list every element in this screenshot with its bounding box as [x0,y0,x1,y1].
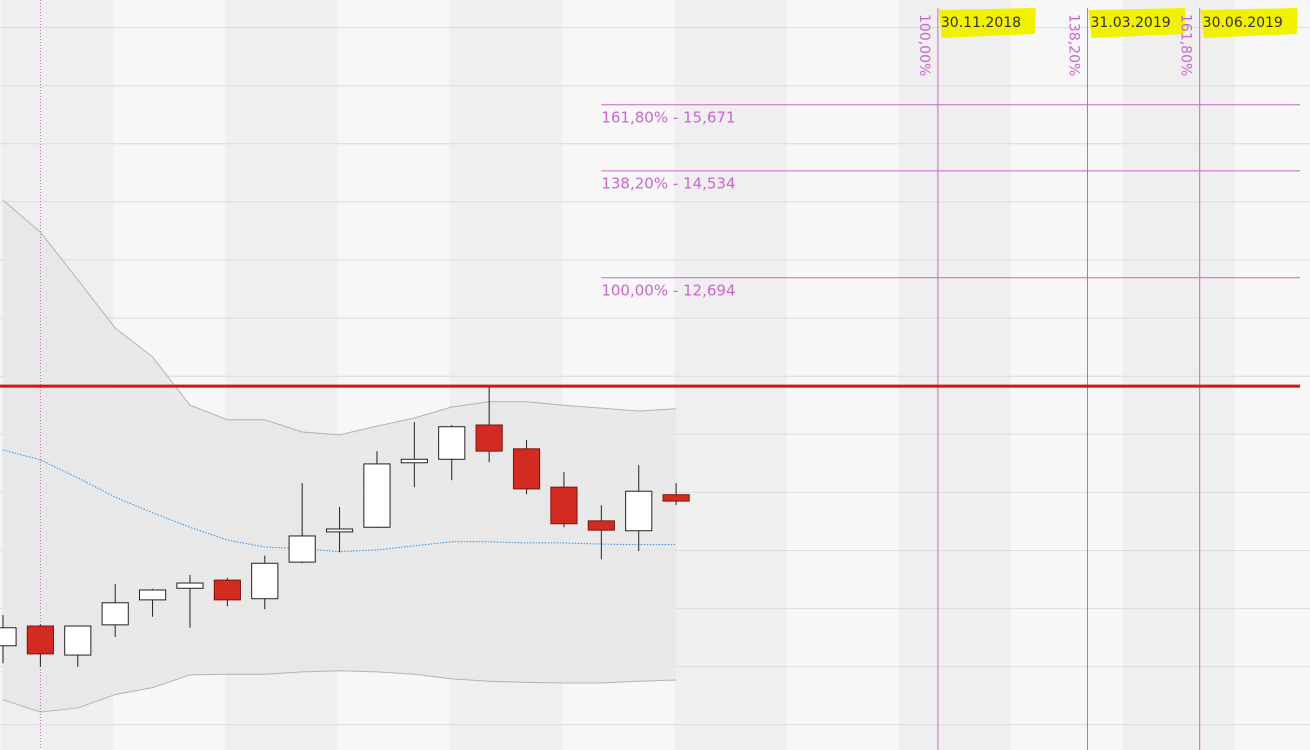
background-stripe [1235,0,1310,750]
candle-body [400,458,428,464]
candle-body [0,627,17,647]
background-stripe [1123,0,1236,750]
fib-level-label: 100,00% - 12,694 [601,281,735,299]
candle-body [550,486,578,525]
date-highlight [1200,8,1298,38]
candle-body [101,602,129,626]
date-label: 31.03.2019 [1090,15,1170,31]
background-stripe [674,0,787,750]
candle-body [475,424,503,452]
candle-body [662,494,690,502]
band-area [2,200,677,713]
candle-body [625,490,653,532]
candle-body [288,535,316,563]
date-label: 30.11.2018 [941,15,1021,31]
candle-body [438,426,466,460]
candle-body [213,579,241,601]
band-upper [2,199,677,436]
ratio-label: 100,00% [916,14,932,76]
date-label: 30.06.2019 [1203,15,1283,31]
ratio-label: 161,80% [1178,14,1194,76]
background-stripe [786,0,899,750]
background-stripe [1010,0,1124,750]
background-stripe [898,0,1011,750]
candle-body [325,528,354,533]
date-highlight [938,8,1036,38]
fib-level-label: 138,20% - 14,534 [601,174,735,192]
candle-body [587,520,615,531]
ratio-label: 138,20% [1065,14,1081,76]
candle-body [176,582,204,589]
band-lower [2,670,677,713]
candle-body [64,625,92,656]
candle-body [138,589,167,601]
candle-body [363,463,391,528]
candle-body [251,562,279,600]
background-stripe [0,0,2,750]
date-highlight [1088,8,1186,38]
candle-body [512,448,541,490]
fib-level-label: 161,80% - 15,671 [601,108,735,126]
candle-body [26,625,54,655]
